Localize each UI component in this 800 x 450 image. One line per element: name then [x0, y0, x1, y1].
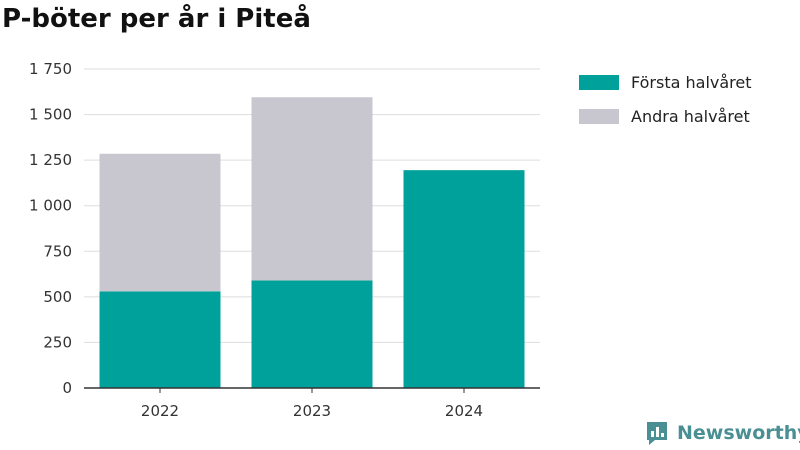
y-tick-label: 1 250: [29, 151, 72, 169]
bar-2022-series-1[interactable]: [99, 153, 221, 292]
x-tick-label-2023: 2023: [293, 402, 331, 420]
newsworthy-brand: Newsworthy: [645, 420, 800, 446]
bar-2023-series-1[interactable]: [251, 97, 373, 281]
y-tick-label: 1 750: [29, 60, 72, 78]
y-tick-label: 1 500: [29, 106, 72, 124]
y-tick-label: 0: [62, 379, 72, 397]
chart-title: P-böter per år i Piteå: [2, 4, 311, 34]
bar-2022-series-0[interactable]: [99, 291, 221, 388]
legend-label-forsta: Första halvåret: [631, 72, 752, 92]
y-tick-label: 250: [43, 333, 72, 351]
legend-swatch-forsta: [579, 74, 619, 90]
legend-swatch-andra: [579, 108, 619, 124]
x-tick-label-2024: 2024: [445, 402, 483, 420]
x-tick-label-2022: 2022: [141, 402, 179, 420]
y-tick-label: 500: [43, 288, 72, 306]
bar-2023-series-0[interactable]: [251, 280, 373, 388]
legend-item-forsta[interactable]: Första halvåret: [579, 70, 752, 94]
bar-2024-series-0[interactable]: [403, 170, 525, 388]
legend-label-andra: Andra halvåret: [631, 106, 750, 126]
newsworthy-logo-icon: [647, 422, 667, 445]
y-tick-label: 1 000: [29, 197, 72, 215]
legend: Första halvåret Andra halvåret: [579, 70, 752, 138]
y-tick-label: 750: [43, 242, 72, 260]
brand-name: Newsworthy: [677, 422, 800, 444]
legend-item-andra[interactable]: Andra halvåret: [579, 104, 752, 128]
chart-svg: 0 250 500 750 1 000 1 250 1 500 1 750 2022 2023 20…: [29, 60, 540, 420]
